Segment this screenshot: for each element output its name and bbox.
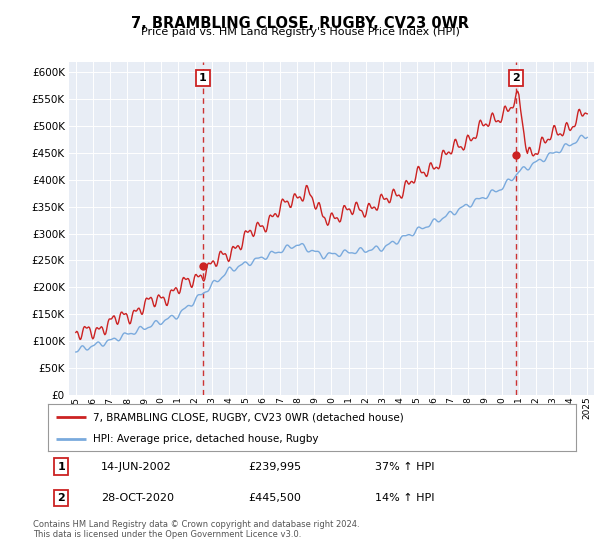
Text: 37% ↑ HPI: 37% ↑ HPI — [376, 461, 435, 472]
Text: 1: 1 — [58, 461, 65, 472]
Text: 1: 1 — [199, 73, 206, 83]
Text: 14% ↑ HPI: 14% ↑ HPI — [376, 493, 435, 503]
Text: 7, BRAMBLING CLOSE, RUGBY, CV23 0WR (detached house): 7, BRAMBLING CLOSE, RUGBY, CV23 0WR (det… — [93, 412, 404, 422]
Text: 7, BRAMBLING CLOSE, RUGBY, CV23 0WR: 7, BRAMBLING CLOSE, RUGBY, CV23 0WR — [131, 16, 469, 31]
Text: 2: 2 — [58, 493, 65, 503]
Text: £445,500: £445,500 — [248, 493, 302, 503]
Text: 2: 2 — [512, 73, 520, 83]
Text: Contains HM Land Registry data © Crown copyright and database right 2024.: Contains HM Land Registry data © Crown c… — [33, 520, 359, 529]
Text: This data is licensed under the Open Government Licence v3.0.: This data is licensed under the Open Gov… — [33, 530, 301, 539]
Text: HPI: Average price, detached house, Rugby: HPI: Average price, detached house, Rugb… — [93, 434, 319, 444]
Text: 28-OCT-2020: 28-OCT-2020 — [101, 493, 174, 503]
Text: 14-JUN-2002: 14-JUN-2002 — [101, 461, 172, 472]
Text: Price paid vs. HM Land Registry's House Price Index (HPI): Price paid vs. HM Land Registry's House … — [140, 27, 460, 37]
Text: £239,995: £239,995 — [248, 461, 302, 472]
